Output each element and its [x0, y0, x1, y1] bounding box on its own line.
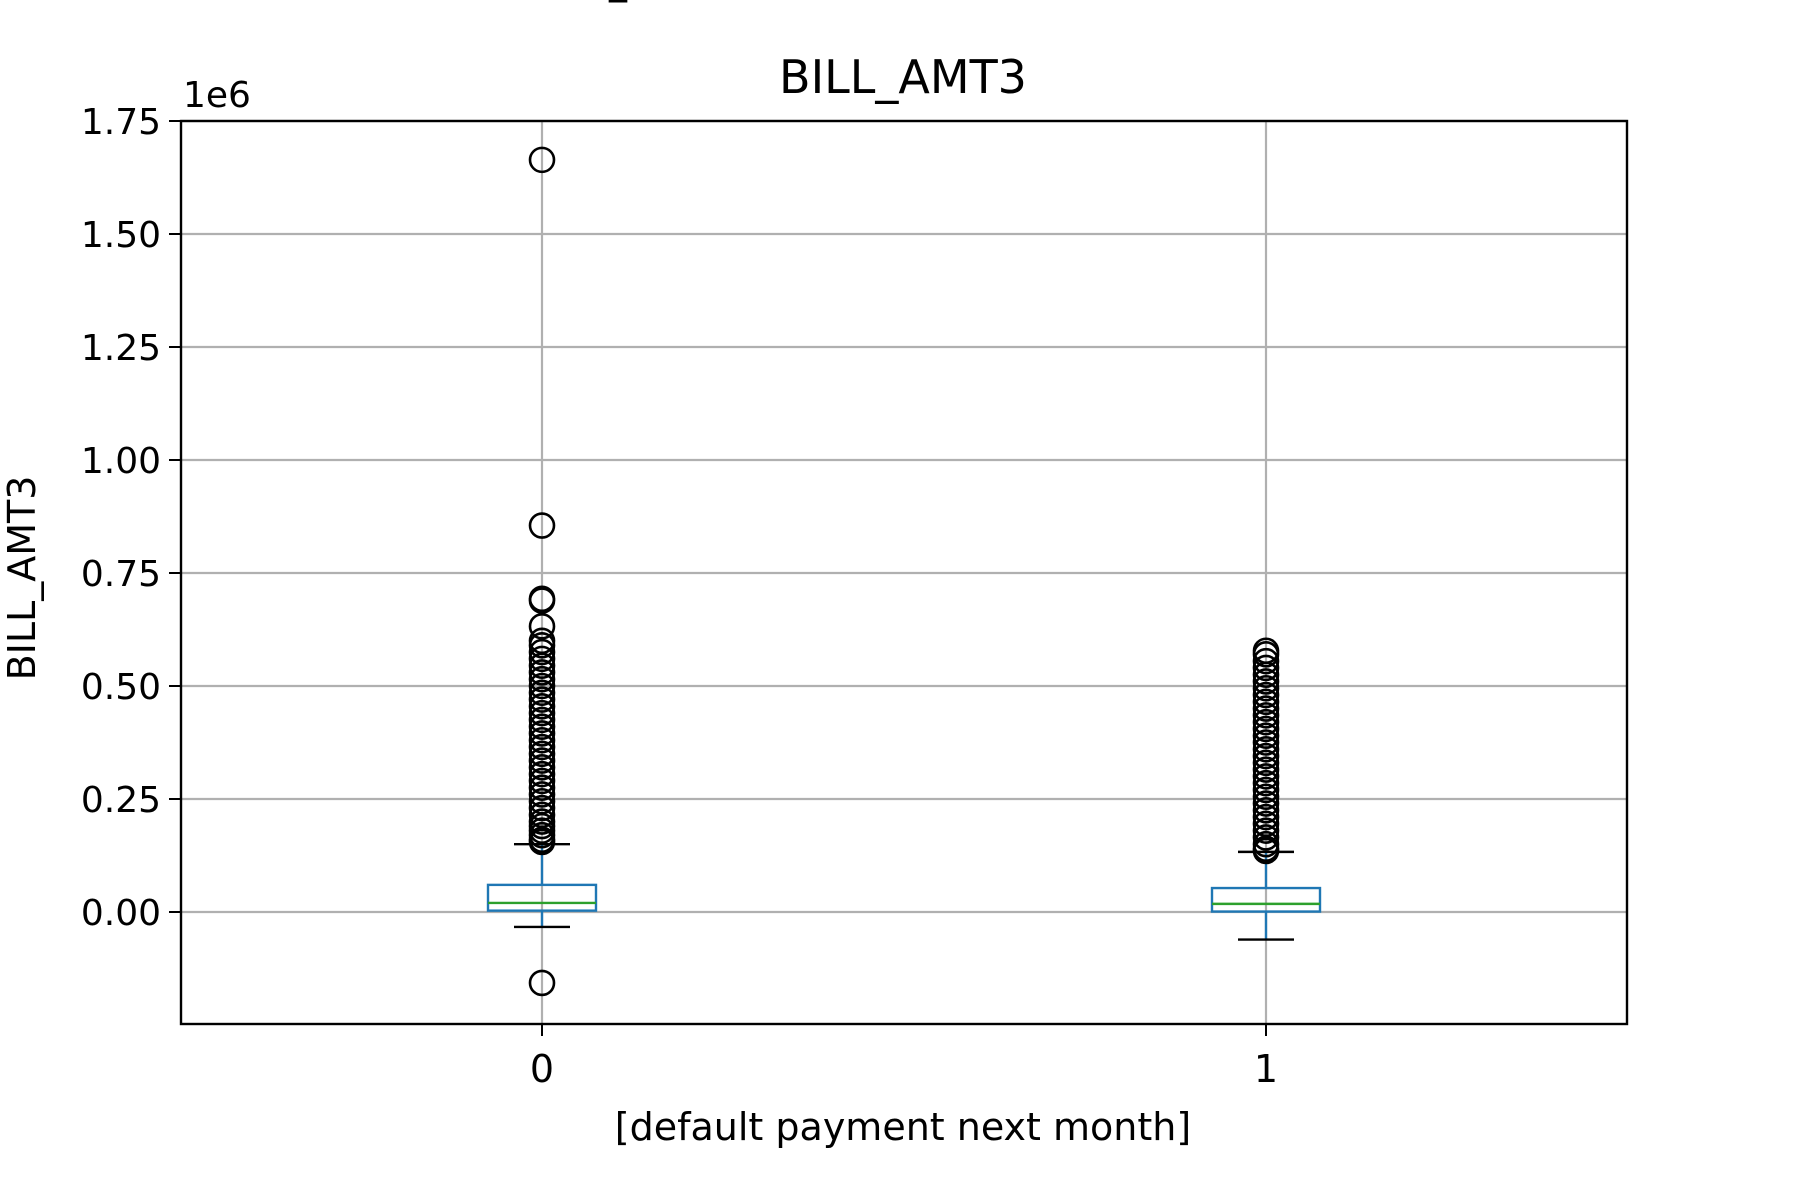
outlier-point [1252, 763, 1280, 790]
tick-layer: 0.00 0.25 0.50 0.75 1.00 1.25 1.50 1.75 0 1 [81, 102, 1278, 1091]
outlier-point [528, 645, 556, 673]
outlier-point [1252, 688, 1280, 716]
outlier-point [528, 672, 556, 700]
y-tick-label: 0.50 [81, 667, 161, 708]
outlier-point [528, 794, 556, 822]
outlier-point [528, 720, 556, 747]
outlier-point [528, 652, 556, 679]
outlier-point [1252, 722, 1280, 750]
outlier-point [1252, 674, 1280, 702]
outlier-point [528, 760, 556, 788]
y-tick-label: 1.00 [81, 441, 161, 482]
outlier-point [1252, 735, 1280, 763]
y-tick-label: 0.25 [81, 780, 161, 821]
outlier-point [1252, 729, 1280, 756]
chart-title: BILL_AMT3 [779, 50, 1027, 104]
x-axis-label: [default payment next month] [615, 1105, 1191, 1149]
x-tick-label: 1 [1254, 1047, 1278, 1091]
outlier-point [528, 740, 556, 768]
y-tick-label: 1.25 [81, 328, 161, 369]
outlier-point [528, 587, 556, 614]
y-axis-label: BILL_AMT3 [0, 476, 44, 681]
outlier-point [1252, 647, 1280, 675]
outlier-point [528, 632, 556, 659]
boxplot-group [1210, 637, 1322, 941]
boxplot-group [486, 146, 598, 997]
outlier-point [1252, 702, 1280, 729]
outlier-point [1252, 837, 1280, 865]
outlier-point [528, 679, 556, 707]
outlier-point [528, 774, 556, 802]
outlier-point [528, 146, 556, 174]
outlier-point [528, 665, 556, 693]
outlier-point [1252, 742, 1280, 770]
outlier-point [528, 747, 556, 774]
outlier-point [1252, 661, 1280, 689]
x-tick-label: 0 [530, 1047, 554, 1091]
suptitle-fragment: _ [608, 0, 628, 3]
outlier-point [528, 781, 556, 808]
outlier-point [528, 613, 556, 640]
outlier-point [528, 706, 556, 734]
outlier-point [1252, 783, 1280, 811]
plot-frame [179, 119, 1629, 1026]
outlier-point [528, 659, 556, 686]
outlier-point [1252, 756, 1280, 783]
outlier-point [1252, 769, 1280, 797]
outlier-point [528, 733, 556, 761]
outlier-point [528, 726, 556, 754]
y-tick-label: 1.50 [81, 215, 161, 256]
outlier-point [528, 754, 556, 781]
outlier-point [1252, 681, 1280, 709]
y-tick-label: 0.00 [81, 893, 161, 934]
outlier-point [1252, 776, 1280, 804]
outlier-point [528, 638, 556, 666]
outlier-point [1252, 796, 1280, 824]
outlier-point [1252, 817, 1280, 844]
outlier-point [1252, 824, 1280, 851]
outlier-point [1252, 708, 1280, 736]
grid-layer [181, 119, 1627, 1024]
outlier-point [1252, 749, 1280, 777]
outlier-point [1252, 641, 1280, 668]
y-tick-label: 0.75 [81, 554, 161, 595]
outlier-point [528, 713, 556, 740]
outlier-point [1252, 790, 1280, 817]
y-tick-label: 1.75 [81, 102, 161, 143]
offset-label: 1e6 [183, 75, 251, 116]
outlier-point [528, 828, 556, 856]
outlier-point [528, 686, 556, 713]
outlier-point [528, 699, 556, 727]
iqr-box [486, 883, 598, 912]
outlier-point [1252, 803, 1280, 831]
outlier-point [1252, 654, 1280, 682]
outlier-point [528, 512, 556, 539]
outlier-point [1252, 715, 1280, 743]
outlier-point [1252, 695, 1280, 722]
outlier-point [528, 969, 556, 997]
outlier-point [528, 767, 556, 795]
outlier-point [1252, 668, 1280, 695]
iqr-box [1210, 886, 1322, 913]
outlier-point [528, 693, 556, 720]
box-layer [486, 146, 1322, 997]
